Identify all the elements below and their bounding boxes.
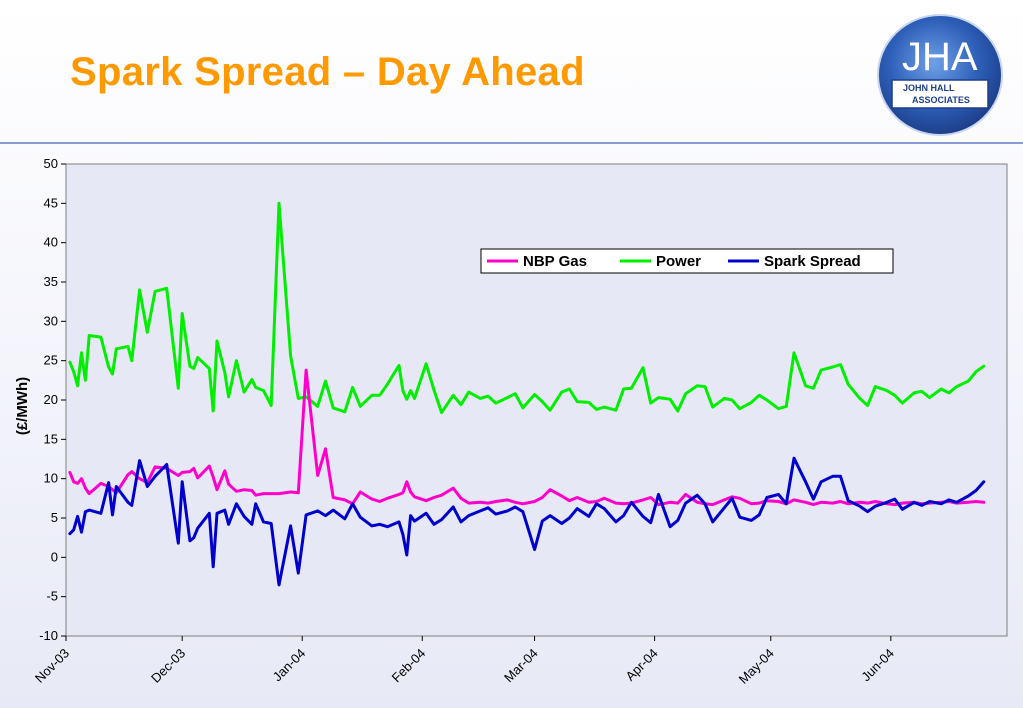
series-line-nbp-gas xyxy=(68,368,986,507)
y-tick-label: -5 xyxy=(46,589,58,604)
y-tick-label: 50 xyxy=(44,156,58,171)
y-tick-label: 35 xyxy=(44,274,58,289)
y-axis-title: (£/MWh) xyxy=(14,377,31,435)
legend: NBP Gas Power Spark Spread xyxy=(480,248,894,274)
y-tick-label: 0 xyxy=(51,549,58,564)
x-tick-label: Feb-04 xyxy=(389,646,429,686)
y-tick-label: 25 xyxy=(44,353,58,368)
y-tick-label: 15 xyxy=(44,431,58,446)
y-tick-label: 30 xyxy=(44,313,58,328)
y-tick-label: 40 xyxy=(44,235,58,250)
legend-label: NBP Gas xyxy=(523,253,587,270)
chart: -10 -5 0 5 10 15 20 25 30 35 40 45 50 Nov-03 Dec-03 Ja… xyxy=(14,156,1008,687)
slide-title: Spark Spread – Day Ahead xyxy=(70,50,585,94)
title-divider xyxy=(0,142,1023,144)
plot-area xyxy=(65,163,1008,637)
x-tick-label: May-04 xyxy=(736,646,777,687)
series-layer xyxy=(68,201,986,587)
y-axis: -10 -5 0 5 10 15 20 25 30 35 40 45 50 xyxy=(39,156,66,643)
series-line-spark-spread xyxy=(68,456,986,587)
x-tick-label: Dec-03 xyxy=(148,646,188,686)
series-line-power xyxy=(68,201,986,415)
x-tick-label: Jun-04 xyxy=(858,646,897,685)
logo-line2: ASSOCIATES xyxy=(912,95,970,105)
y-tick-label: 45 xyxy=(44,195,58,210)
legend-label: Spark Spread xyxy=(764,253,861,270)
x-tick-label: Jan-04 xyxy=(270,646,309,685)
y-tick-label: -10 xyxy=(39,628,58,643)
x-tick-label: Mar-04 xyxy=(501,646,541,686)
x-tick-label: Nov-03 xyxy=(32,646,72,686)
legend-label: Power xyxy=(656,253,701,270)
x-tick-label: Apr-04 xyxy=(623,646,661,684)
x-axis: Nov-03 Dec-03 Jan-04 Feb-04 Mar-04 Apr-04 May-… xyxy=(32,636,897,687)
logo-line1: JOHN HALL xyxy=(903,83,955,93)
legend-box xyxy=(480,248,894,274)
jha-logo: JHA JOHN HALL ASSOCIATES xyxy=(877,14,1003,136)
y-tick-label: 20 xyxy=(44,392,58,407)
logo-letters: JHA xyxy=(902,35,978,79)
y-tick-label: 5 xyxy=(51,510,58,525)
logo-banner xyxy=(891,79,989,109)
y-tick-label: 10 xyxy=(44,471,58,486)
